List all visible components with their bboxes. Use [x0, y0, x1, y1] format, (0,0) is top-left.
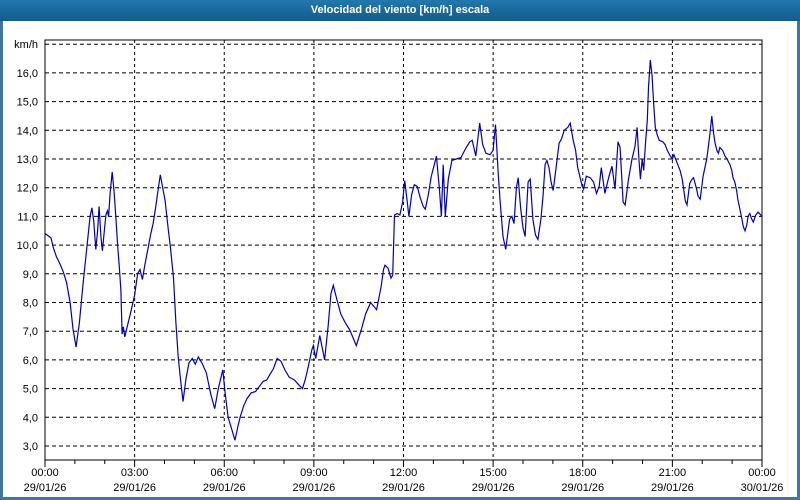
axis-ticks — [44, 460, 763, 467]
grid-lines — [45, 40, 762, 460]
x-tick-date-label: 29/01/26 — [561, 482, 604, 494]
x-tick-time-label: 00:00 — [31, 467, 59, 479]
y-tick-label: 5,0 — [23, 384, 38, 396]
x-tick-date-label: 29/01/26 — [203, 482, 246, 494]
y-tick-label: 16,0 — [17, 68, 38, 80]
x-tick-date-label: 30/01/26 — [741, 482, 784, 494]
page-title: Velocidad del viento [km/h] escala — [310, 4, 490, 16]
y-tick-label: 9,0 — [23, 269, 38, 281]
x-tick-date-label: 29/01/26 — [651, 482, 694, 494]
y-axis-labels: 3,0 4,0 5,0 6,0 7,0 8,0 9,0 10,0 11,0 12,0 13,0 14,… — [14, 39, 38, 453]
data-series — [44, 59, 763, 441]
x-tick-time-label: 00:00 — [748, 467, 776, 479]
x-axis-labels: 00:00 29/01/26 03:00 29/01/26 06:00 29/01/26 0… — [24, 467, 784, 494]
y-tick-label: 13,0 — [17, 154, 38, 166]
y-tick-label: 6,0 — [23, 355, 38, 367]
x-tick-time-label: 21:00 — [659, 467, 687, 479]
y-tick-label: 8,0 — [23, 298, 38, 310]
x-tick-time-label: 15:00 — [479, 467, 507, 479]
y-tick-label: 12,0 — [17, 183, 38, 195]
x-tick-date-label: 29/01/26 — [382, 482, 425, 494]
y-tick-label: 15,0 — [17, 97, 38, 109]
x-tick-time-label: 03:00 — [121, 467, 149, 479]
x-tick-date-label: 29/01/26 — [472, 482, 515, 494]
x-tick-time-label: 18:00 — [569, 467, 597, 479]
x-tick-time-label: 09:00 — [300, 467, 328, 479]
y-tick-label: 7,0 — [23, 326, 38, 338]
y-axis-unit-label: km/h — [14, 39, 38, 51]
x-tick-time-label: 12:00 — [390, 467, 418, 479]
title-bar: Velocidad del viento [km/h] escala — [0, 0, 800, 21]
y-tick-label: 14,0 — [17, 125, 38, 137]
y-tick-label: 3,0 — [23, 441, 38, 453]
wind-speed-line — [44, 59, 763, 441]
x-tick-time-label: 06:00 — [210, 467, 238, 479]
x-tick-date-label: 29/01/26 — [292, 482, 335, 494]
y-tick-label: 10,0 — [17, 240, 38, 252]
y-tick-label: 11,0 — [17, 211, 38, 223]
x-tick-date-label: 29/01/26 — [24, 482, 67, 494]
x-tick-date-label: 29/01/26 — [113, 482, 156, 494]
y-tick-label: 4,0 — [23, 412, 38, 424]
